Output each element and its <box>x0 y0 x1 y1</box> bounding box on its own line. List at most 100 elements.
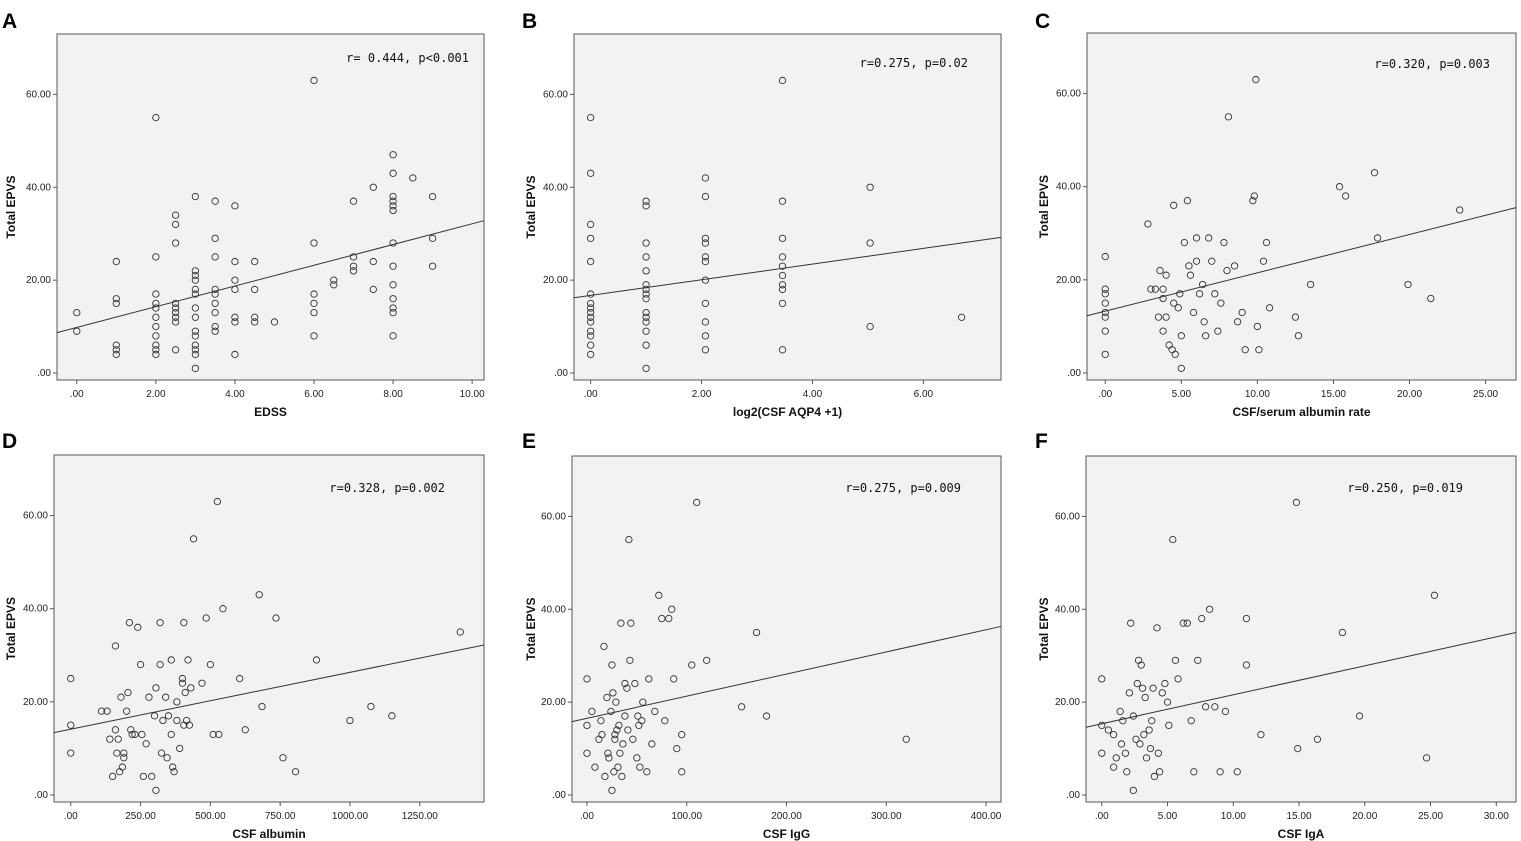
data-point <box>156 619 164 627</box>
data-point <box>1177 332 1185 340</box>
y-axis-title: Total EPVS <box>4 597 18 660</box>
data-point <box>586 220 595 229</box>
y-tick-label: 20.00 <box>541 697 566 708</box>
y-axis-title: Total EPVS <box>524 175 538 238</box>
data-point <box>231 313 239 321</box>
correlation-annotation: r= 0.444, p<0.001 <box>346 51 469 65</box>
panel-letter: F <box>1035 430 1048 453</box>
data-point <box>112 341 120 349</box>
data-point <box>586 169 595 177</box>
data-point <box>701 174 710 182</box>
data-point <box>651 707 659 716</box>
correlation-annotation: r=0.320, p=0.003 <box>1374 57 1490 71</box>
data-point <box>613 726 621 734</box>
data-point <box>1165 721 1173 730</box>
data-point <box>152 322 160 331</box>
data-point <box>145 693 153 701</box>
data-point <box>1150 772 1159 781</box>
data-point <box>111 642 120 650</box>
data-point <box>661 717 669 725</box>
data-point <box>389 281 397 289</box>
data-point <box>152 113 160 122</box>
data-point <box>1205 605 1214 613</box>
x-tick-label: .00 <box>580 811 594 822</box>
data-point <box>1217 299 1225 307</box>
data-point <box>157 749 166 757</box>
data-point <box>778 281 787 289</box>
data-point <box>111 726 120 734</box>
data-point <box>701 253 710 261</box>
data-point <box>586 313 595 321</box>
x-tick-label: .00 <box>64 811 78 822</box>
data-point <box>209 730 217 739</box>
data-point <box>136 660 145 669</box>
data-point <box>1187 717 1195 725</box>
data-point <box>1148 717 1156 725</box>
data-point <box>191 327 200 335</box>
plot-area <box>1085 455 1517 803</box>
data-point <box>163 754 171 762</box>
data-point <box>191 350 200 359</box>
data-point <box>1121 749 1130 757</box>
data-point <box>167 730 175 739</box>
data-point <box>1159 294 1167 303</box>
data-point <box>1136 740 1144 748</box>
data-point <box>1190 768 1198 776</box>
data-point <box>389 192 397 201</box>
data-point <box>1202 332 1210 340</box>
y-tick-label: 60.00 <box>1056 89 1081 100</box>
data-point <box>611 735 619 743</box>
x-axis-title: log2(CSF AQP4 +1) <box>733 405 842 419</box>
data-point <box>701 318 710 326</box>
data-point <box>152 253 160 261</box>
data-point <box>211 285 219 294</box>
data-point <box>369 183 377 191</box>
data-point <box>178 674 187 683</box>
data-point <box>612 698 620 706</box>
data-point <box>330 276 338 284</box>
data-point <box>202 614 210 622</box>
data-point <box>389 239 397 247</box>
data-point <box>112 257 120 266</box>
panel-letter: D <box>2 430 17 453</box>
data-point <box>251 285 259 294</box>
data-point <box>171 299 180 308</box>
data-point <box>586 309 595 317</box>
data-point <box>1145 726 1153 734</box>
x-tick-label: 4.00 <box>803 389 823 400</box>
data-point <box>388 712 396 720</box>
data-point <box>866 322 874 331</box>
data-point <box>1430 591 1439 599</box>
data-point <box>1154 749 1162 757</box>
data-point <box>586 332 595 340</box>
data-point <box>389 332 397 340</box>
x-tick-label: 25.00 <box>1418 811 1443 822</box>
data-point <box>1291 313 1300 321</box>
x-tick-label: 100.00 <box>671 811 702 822</box>
x-tick-label: 750.00 <box>265 811 296 822</box>
plot-area <box>573 33 1002 381</box>
data-point <box>701 257 710 266</box>
data-point <box>367 702 375 711</box>
data-point <box>642 295 650 303</box>
data-point <box>211 322 219 331</box>
data-point <box>389 295 397 303</box>
data-point <box>610 768 618 776</box>
data-point <box>349 197 358 205</box>
data-point <box>645 675 653 683</box>
x-axis-title: CSF/serum albumin rate <box>1232 405 1370 419</box>
correlation-annotation: r=0.275, p=0.02 <box>860 56 968 70</box>
data-point <box>255 591 263 599</box>
data-point <box>117 693 125 701</box>
data-point <box>152 313 160 321</box>
regression-line <box>53 644 485 734</box>
data-point <box>1456 206 1464 214</box>
data-point <box>428 192 437 201</box>
x-tick-label: 6.00 <box>914 389 934 400</box>
data-point <box>665 614 673 623</box>
data-point <box>211 290 219 298</box>
data-point <box>1101 285 1109 293</box>
data-point <box>1211 290 1219 298</box>
data-point <box>173 698 181 706</box>
data-point <box>191 290 200 298</box>
